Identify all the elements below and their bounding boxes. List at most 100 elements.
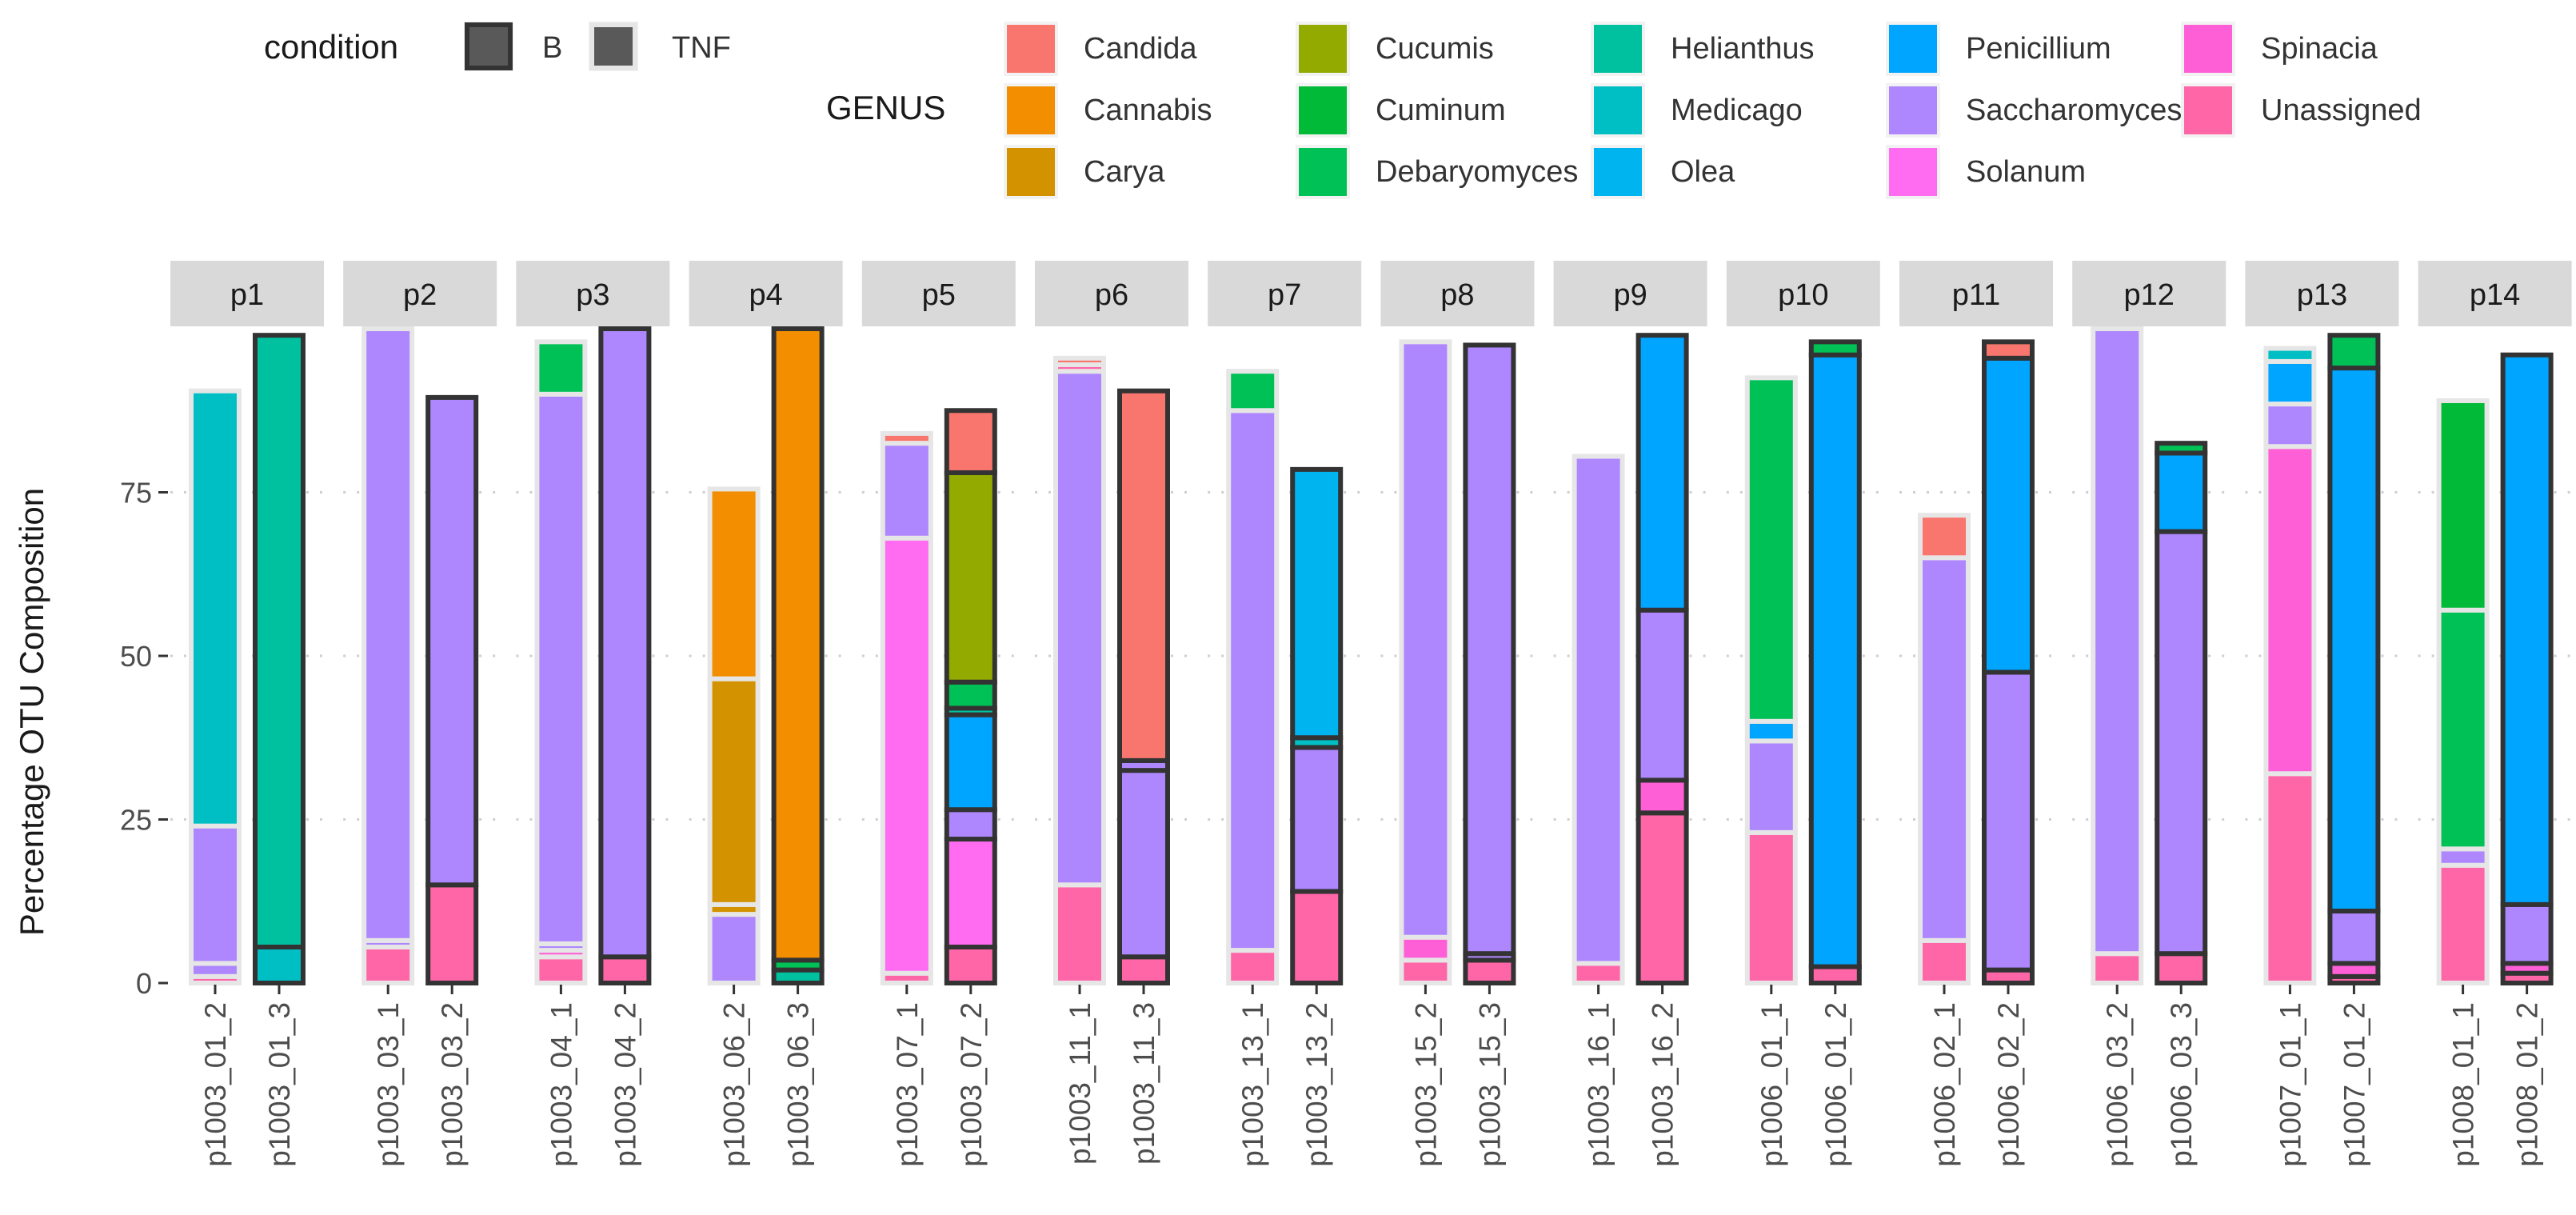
bar-segment-p1003-13-2-unassigned-0 bbox=[1290, 889, 1344, 985]
bar-segment-p1006-02-1-saccharomyces-1 bbox=[1918, 555, 1971, 943]
bar-segment-p1003-07-2-solanum-1 bbox=[944, 837, 997, 950]
legend-genus-label-solanum: Solanum bbox=[1966, 155, 2086, 189]
legend-genus-label-penicillium: Penicillium bbox=[1966, 32, 2111, 66]
y-tick-label-50: 50 bbox=[120, 640, 152, 673]
bar-segment-p1006-03-2-saccharomyces-1 bbox=[2091, 326, 2144, 957]
bar-segment-p1003-13-1-saccharomyces-1 bbox=[1226, 408, 1280, 953]
bar-segment-p1007-01-1-penicillium-3 bbox=[2263, 358, 2317, 407]
bar-segment-p1006-01-1-debaryomyces-3 bbox=[1744, 375, 1798, 724]
bar-segment-p1003-06-2-cannabis-3 bbox=[707, 486, 761, 681]
bar-segment-p1003-04-1-saccharomyces-3 bbox=[534, 391, 588, 946]
bar-segment-p1003-16-1-saccharomyces-1 bbox=[1572, 454, 1625, 966]
legend-genus-swatch-debaryomyces bbox=[1299, 148, 1347, 196]
x-tick-label-p1003-15-3: p1003_15_3 bbox=[1473, 1002, 1506, 1167]
x-tick-label-p1006-01-2: p1006_01_2 bbox=[1819, 1002, 1852, 1167]
facet-strip-label-p14: p14 bbox=[2470, 278, 2520, 312]
bar-segment-p1006-01-1-saccharomyces-1 bbox=[1744, 738, 1798, 835]
bar-segment-p1003-01-2-saccharomyces-2 bbox=[189, 823, 242, 966]
bar-segment-p1008-01-2-penicillium-3 bbox=[2500, 352, 2554, 907]
facet-strip-label-p4: p4 bbox=[749, 278, 782, 312]
bar-segment-p1007-01-1-spinacia-1 bbox=[2263, 444, 2317, 777]
bar-segment-p1006-02-1-candida-2 bbox=[1918, 513, 1971, 561]
legend-genus-label-carya: Carya bbox=[1084, 155, 1165, 189]
bar-segment-p1003-04-2-unassigned-0 bbox=[598, 954, 652, 986]
bar-segment-p1003-11-1-saccharomyces-1 bbox=[1053, 369, 1106, 888]
x-tick-label-p1003-11-3: p1003_11_3 bbox=[1128, 1002, 1160, 1165]
x-tick-label-p1007-01-1: p1007_01_1 bbox=[2274, 1002, 2306, 1167]
legend-genus-label-helianthus: Helianthus bbox=[1671, 32, 1815, 66]
legend-genus-swatch-olea bbox=[1594, 148, 1642, 196]
facet-strip-p3 bbox=[516, 261, 670, 326]
bar-segment-p1006-01-2-unassigned-0 bbox=[1808, 964, 1862, 986]
facet-strip-p8 bbox=[1380, 261, 1535, 326]
x-tick-label-p1008-01-2: p1008_01_2 bbox=[2511, 1002, 2544, 1167]
bar-segment-p1003-15-2-spinacia-1 bbox=[1399, 934, 1452, 963]
x-tick-label-p1003-13-2: p1003_13_2 bbox=[1300, 1002, 1333, 1167]
legend-genus-label-spinacia: Spinacia bbox=[2261, 32, 2378, 66]
legend-genus-swatch-saccharomyces bbox=[1889, 86, 1937, 134]
legend-genus-swatch-cucumis bbox=[1299, 25, 1347, 73]
bar-segment-p1008-01-1-debaryomyces-2 bbox=[2436, 607, 2490, 852]
x-tick-label-p1003-06-3: p1003_06_3 bbox=[782, 1002, 815, 1167]
bar-segment-p1008-01-1-cuminum-3 bbox=[2436, 398, 2490, 613]
legend-genus-label-cannabis: Cannabis bbox=[1084, 94, 1212, 127]
facet-strip-p14 bbox=[2418, 261, 2572, 326]
bar-segment-p1003-03-2-unassigned-0 bbox=[425, 882, 479, 986]
x-tick-label-p1003-04-1: p1003_04_1 bbox=[545, 1002, 577, 1167]
x-tick-label-p1003-13-1: p1003_13_1 bbox=[1236, 1002, 1269, 1167]
x-tick-label-p1006-02-1: p1006_02_1 bbox=[1928, 1002, 1961, 1167]
bar-segment-p1006-03-3-saccharomyces-1 bbox=[2155, 529, 2208, 957]
facet-strip-p6 bbox=[1035, 261, 1188, 326]
x-tick-label-p1003-16-2: p1003_16_2 bbox=[1647, 1002, 1679, 1167]
bar-segment-p1003-07-2-penicillium-3 bbox=[944, 712, 997, 813]
x-tick-label-p1003-06-2: p1003_06_2 bbox=[718, 1002, 751, 1167]
legend-condition-label-b: B bbox=[542, 31, 562, 65]
bar-segment-p1003-15-3-saccharomyces-2 bbox=[1463, 342, 1516, 957]
bar-segment-p1007-01-1-unassigned-0 bbox=[2263, 771, 2317, 985]
bar-segment-p1003-16-2-unassigned-0 bbox=[1635, 810, 1689, 985]
bar-segment-p1003-15-2-saccharomyces-2 bbox=[1399, 339, 1452, 940]
bar-segment-p1003-07-1-saccharomyces-2 bbox=[880, 441, 933, 541]
x-tick-label-p1003-01-2: p1003_01_2 bbox=[199, 1002, 232, 1167]
legend-genus-label-olea: Olea bbox=[1671, 155, 1735, 189]
facet-strip-label-p10: p10 bbox=[1778, 278, 1828, 312]
bar-segment-p1006-01-2-penicillium-1 bbox=[1808, 352, 1862, 969]
facet-strip-label-p7: p7 bbox=[1268, 278, 1301, 312]
bar-segment-p1006-03-3-unassigned-0 bbox=[2155, 951, 2208, 985]
x-tick-label-p1006-03-2: p1006_03_2 bbox=[2101, 1002, 2134, 1167]
facet-strip-label-p13: p13 bbox=[2297, 278, 2347, 312]
bar-segment-p1003-03-2-saccharomyces-1 bbox=[425, 394, 479, 888]
bar-segment-p1006-01-1-unassigned-0 bbox=[1744, 829, 1798, 985]
bar-segment-p1008-01-1-saccharomyces-1 bbox=[2436, 846, 2490, 868]
bar-segment-p1003-16-2-saccharomyces-2 bbox=[1635, 607, 1689, 783]
legend-genus-label-candida: Candida bbox=[1084, 32, 1197, 66]
x-tick-label-p1003-07-1: p1003_07_1 bbox=[891, 1002, 924, 1167]
x-tick-label-p1003-15-2: p1003_15_2 bbox=[1409, 1002, 1442, 1167]
bar-segment-p1003-07-1-candida-3 bbox=[880, 430, 933, 446]
facet-strip-p13 bbox=[2245, 261, 2399, 326]
facet-strip-label-p1: p1 bbox=[230, 278, 264, 312]
bar-segment-p1003-11-3-unassigned-0 bbox=[1117, 954, 1170, 986]
bar-segment-p1003-06-2-saccharomyces-0 bbox=[707, 912, 761, 985]
bar-segment-p1006-02-2-saccharomyces-1 bbox=[1982, 669, 2035, 973]
legend-genus-label-cuminum: Cuminum bbox=[1376, 94, 1506, 127]
x-tick-label-p1003-07-2: p1003_07_2 bbox=[955, 1002, 988, 1167]
bar-segment-p1003-11-3-saccharomyces-1 bbox=[1117, 768, 1170, 960]
facet-strip-label-p12: p12 bbox=[2123, 278, 2174, 312]
bar-segment-p1003-13-1-debaryomyces-2 bbox=[1226, 369, 1280, 414]
legend-genus-swatch-spinacia bbox=[2184, 25, 2232, 73]
bar-segment-p1007-01-2-debaryomyces-4 bbox=[2327, 333, 2381, 371]
facet-strip-label-p9: p9 bbox=[1613, 278, 1647, 312]
x-tick-label-p1003-04-2: p1003_04_2 bbox=[609, 1002, 641, 1167]
bar-segment-p1003-07-1-solanum-1 bbox=[880, 535, 933, 976]
legend-genus-swatch-solanum bbox=[1889, 148, 1937, 196]
bar-segment-p1003-11-1-unassigned-0 bbox=[1053, 882, 1106, 986]
legend-genus-swatch-carya bbox=[1007, 148, 1055, 196]
facet-strip-label-p2: p2 bbox=[403, 278, 437, 312]
bar-segment-p1006-02-2-penicillium-2 bbox=[1982, 355, 2035, 675]
legend-condition-label-tnf: TNF bbox=[672, 31, 731, 65]
legend-genus-label-medicago: Medicago bbox=[1671, 94, 1803, 127]
y-tick-label-0: 0 bbox=[136, 967, 152, 1000]
bar-segment-p1006-03-2-unassigned-0 bbox=[2091, 951, 2144, 985]
